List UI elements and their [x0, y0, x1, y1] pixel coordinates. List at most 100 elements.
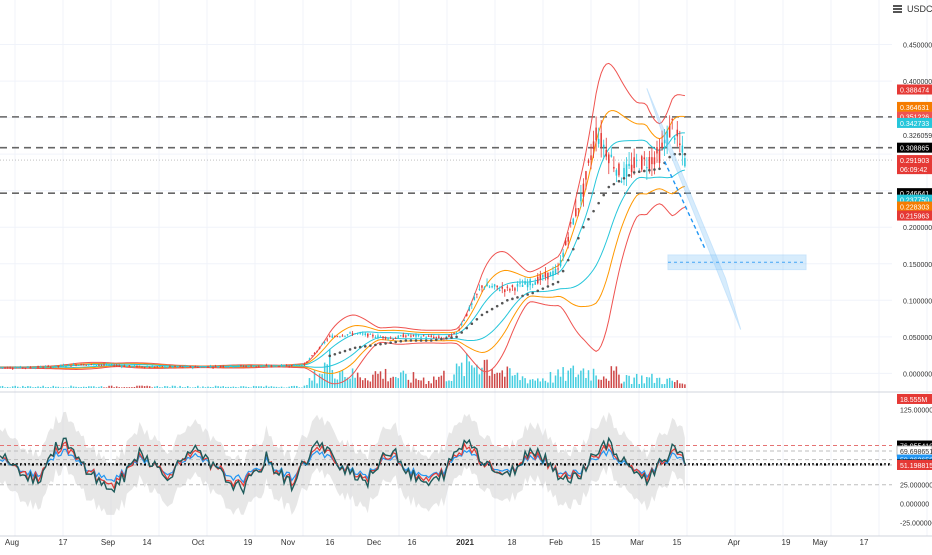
volume-bar	[91, 386, 93, 388]
sar-dot	[430, 339, 433, 342]
time-tick-label: 19	[782, 538, 791, 547]
volume-bar	[570, 368, 572, 388]
volume-bar	[443, 371, 445, 388]
candle-body	[20, 367, 22, 369]
candle-body	[423, 335, 425, 336]
sar-dot	[471, 322, 474, 325]
candle-body	[674, 138, 676, 140]
candle-body	[542, 275, 544, 277]
candle-body	[207, 366, 209, 367]
candle-body	[55, 365, 57, 366]
volume-bar	[240, 386, 242, 388]
volume-bar	[113, 387, 115, 388]
sar-dot	[567, 259, 570, 262]
candle-body	[522, 285, 524, 287]
volume-bar	[50, 387, 52, 388]
volume-bar	[164, 386, 166, 388]
volume-bar	[266, 386, 268, 388]
volume-bar	[354, 378, 356, 388]
volume-bar	[299, 387, 301, 388]
price-tick-label: 0.326059	[903, 133, 932, 140]
sar-dot	[516, 296, 519, 299]
candlesticks	[0, 115, 686, 369]
candle-body	[7, 367, 9, 368]
sar-dot	[597, 202, 600, 205]
sar-dot	[521, 295, 524, 298]
volume-bar	[342, 370, 344, 388]
candle-body	[329, 336, 331, 337]
volume-bar	[118, 387, 120, 388]
hamburger-icon[interactable]	[893, 5, 902, 13]
volume-bar	[146, 386, 148, 388]
volume-bar	[319, 374, 321, 388]
volume-bar	[367, 380, 369, 388]
candle-body	[659, 149, 661, 163]
candle-body	[562, 253, 564, 257]
volume-bar	[195, 387, 197, 388]
volume-bar	[344, 377, 346, 388]
volume-bar	[654, 383, 656, 388]
candle-body	[93, 364, 95, 366]
volume-bar	[228, 387, 230, 388]
candle-body	[446, 336, 448, 337]
candle-body	[529, 279, 531, 285]
price-tag-label: 0.291903	[900, 158, 929, 165]
sar-dot	[389, 341, 392, 344]
candle-body	[205, 367, 207, 368]
volume-bar	[245, 387, 247, 388]
sar-dot	[435, 338, 438, 341]
candle-body	[159, 366, 161, 367]
volume-bar	[144, 386, 146, 388]
candle-body	[91, 364, 93, 365]
candle-body	[314, 353, 316, 354]
candle-body	[149, 367, 151, 368]
candle-body	[575, 208, 577, 216]
price-tick-label: 0.050000	[903, 335, 932, 342]
volume-bar	[58, 387, 60, 388]
candle-body	[113, 365, 115, 366]
volume-bar	[258, 386, 260, 388]
candle-body	[189, 366, 191, 367]
candle-body	[461, 324, 463, 325]
volume-bar	[671, 381, 673, 388]
sar-dot	[587, 218, 590, 221]
volume-bar	[471, 365, 473, 388]
candle-body	[608, 154, 610, 163]
sar-dot	[557, 281, 560, 284]
candle-body	[65, 366, 67, 367]
time-tick-label: Feb	[549, 538, 563, 547]
volume-bar	[560, 377, 562, 388]
volume-bar	[446, 381, 448, 388]
volume-bar	[0, 386, 1, 388]
volume-bar	[529, 380, 531, 388]
volume-bar	[103, 387, 105, 388]
volume-bar	[248, 387, 250, 388]
price-tag-label: 18.555M	[900, 397, 927, 404]
candle-body	[134, 365, 136, 366]
sar-dot	[501, 302, 504, 305]
candle-body	[263, 366, 265, 367]
sar-dot	[547, 285, 550, 288]
volume-bar	[278, 387, 280, 388]
volume-bar	[149, 386, 151, 388]
volume-bar	[666, 379, 668, 388]
volume-bar	[507, 367, 509, 388]
sar-dot	[542, 287, 545, 290]
sar-dot	[384, 342, 387, 345]
candle-body	[167, 367, 169, 368]
volume-bar	[253, 386, 255, 388]
volume-bar	[276, 387, 278, 388]
volume-bar	[649, 377, 651, 388]
volume-bar	[332, 370, 334, 388]
volume-bar	[238, 387, 240, 388]
candle-body	[17, 367, 19, 368]
candle-body	[243, 366, 245, 367]
candle-body	[357, 333, 359, 334]
volume-bar	[418, 380, 420, 388]
sar-dot	[653, 168, 656, 171]
volume-bar	[215, 386, 217, 388]
volume-bar	[420, 380, 422, 388]
volume-bar	[281, 387, 283, 388]
